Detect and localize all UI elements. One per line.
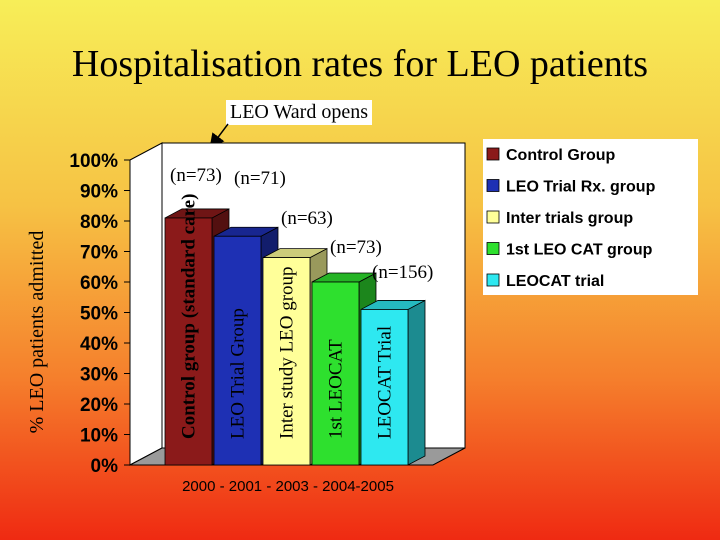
y-tick-label: 60% <box>80 273 118 294</box>
bar-category-label: LEOCAT Trial <box>375 326 396 439</box>
bar-category-label: Inter study LEO group <box>277 266 298 439</box>
y-tick-label: 100% <box>69 151 118 172</box>
bar-front <box>262 257 311 466</box>
ward-opens-callout: LEO Ward opens <box>226 100 372 125</box>
legend-swatch <box>486 210 500 224</box>
bar-n-label: (n=63) <box>281 208 333 229</box>
y-tick-label: 10% <box>80 426 118 447</box>
y-tick-label: 90% <box>80 182 118 203</box>
y-axis: 0% 10% 20% 30% 40% 50% 60% 70% 80% 90% 100% <box>69 151 130 477</box>
legend-box <box>483 139 698 295</box>
bar-n-label: (n=156) <box>372 262 433 283</box>
plot-side-wall <box>129 142 163 466</box>
bar-n-label: (n=73) <box>170 165 222 186</box>
y-axis-label: % LEO patients admitted <box>26 231 48 434</box>
bar-front <box>311 281 360 466</box>
y-tick-label: 50% <box>80 304 118 325</box>
bar-category-label: 1st LEOCAT <box>326 339 347 439</box>
legend-swatch <box>486 179 500 192</box>
y-tick-label: 80% <box>80 212 118 233</box>
legend-swatch <box>486 242 500 255</box>
callout-arrow <box>209 123 229 149</box>
bar-n-label: (n=73) <box>330 237 382 258</box>
x-axis-caption: 2000 - 2001 - 2003 - 2004-2005 <box>182 478 394 495</box>
legend-label: Inter trials group <box>506 210 633 227</box>
page-title: Hospitalisation rates for LEO patients <box>71 43 649 85</box>
y-tick-label: 0% <box>91 456 119 477</box>
legend-label: LEOCAT trial <box>506 273 604 290</box>
legend-swatch <box>486 273 500 287</box>
y-tick-label: 20% <box>80 395 118 416</box>
legend-swatch <box>486 147 500 161</box>
y-tick-label: 40% <box>80 334 118 355</box>
bar-5: LEOCAT Trial (n=156) <box>360 262 433 466</box>
bar-category-label: LEO Trial Group <box>228 308 249 439</box>
legend-label: LEO Trial Rx. group <box>506 179 656 196</box>
y-tick-label: 70% <box>80 243 118 264</box>
legend-label: Control Group <box>506 147 616 164</box>
bar-front <box>360 309 409 466</box>
bar-side <box>407 299 426 466</box>
bar-front <box>164 217 213 466</box>
bar-front <box>213 235 262 466</box>
bar-category-label: Control group (standard care) <box>179 194 200 439</box>
legend-label: 1st LEO CAT group <box>506 242 653 259</box>
legend: Control Group LEO Trial Rx. group Inter tr… <box>486 147 656 290</box>
bars: Control group (standard care) (n=73) LEO T… <box>164 165 433 466</box>
bar-n-label: (n=71) <box>234 168 286 189</box>
y-tick-label: 30% <box>80 365 118 386</box>
